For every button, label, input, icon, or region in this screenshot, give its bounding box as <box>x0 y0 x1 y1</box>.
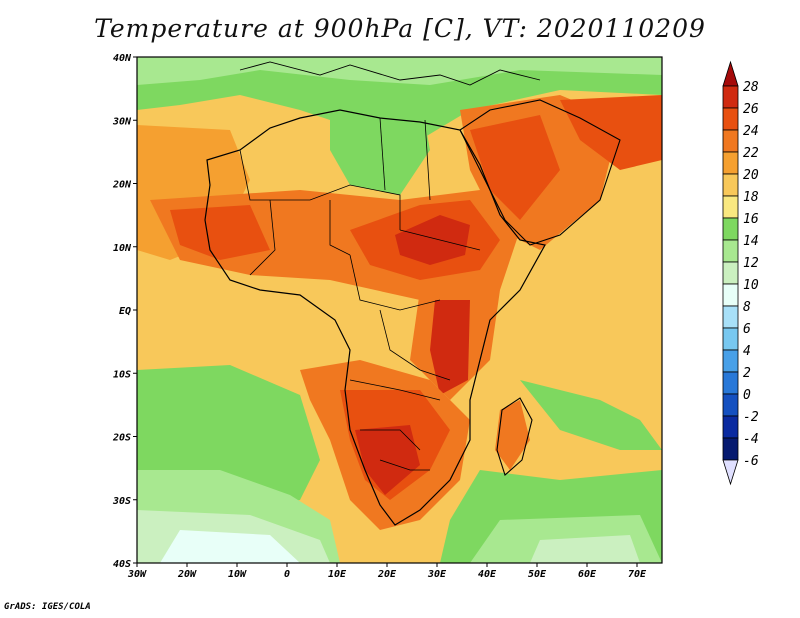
lat-label: 40S <box>113 559 131 570</box>
latitude-axis: 40N 30N 20N 10N EQ 10S 20S 30S 40S <box>112 53 137 570</box>
west-africa-hot-area <box>170 205 270 260</box>
south-indian-cold-area <box>530 535 640 563</box>
colorbar-swatch <box>722 415 739 439</box>
lat-label: 40N <box>113 53 132 64</box>
lat-label: 30N <box>112 116 132 127</box>
colorbar-swatch <box>722 107 739 131</box>
lon-label: 10W <box>228 569 247 580</box>
lat-label: 20S <box>112 433 131 444</box>
lon-label: 70E <box>628 569 647 580</box>
south-colder-area <box>160 530 300 563</box>
lon-label: 40E <box>478 569 497 580</box>
temperature-field <box>137 57 662 563</box>
colorbar-label: 20 <box>743 168 759 183</box>
colorbar-swatch <box>722 305 739 329</box>
colorbar-label: 26 <box>743 102 759 117</box>
colorbar-label: 28 <box>743 80 759 95</box>
arabia-coastline <box>459 99 621 246</box>
colorbar-label: 24 <box>743 124 759 139</box>
colorbar-swatch <box>722 85 739 109</box>
kalahari-hottest-area <box>355 425 420 495</box>
colorbar-label: 0 <box>743 388 751 403</box>
lon-label: 30W <box>127 569 147 580</box>
colorbar-label: 22 <box>743 146 759 161</box>
lon-label: 0 <box>284 569 290 580</box>
lon-label: 10E <box>328 569 347 580</box>
madagascar-coastline <box>496 397 533 476</box>
map-title: Temperature at 900hPa [C], VT: 202011020… <box>94 14 706 43</box>
lon-label: 20E <box>377 569 397 580</box>
colorbar-label: 10 <box>743 278 759 293</box>
lon-label: 50E <box>528 569 547 580</box>
colorbar-swatch <box>722 283 739 307</box>
colorbar-label: -2 <box>743 410 759 425</box>
colorbar-label: 2 <box>743 366 751 381</box>
lon-label: 20W <box>177 569 197 580</box>
colorbar-label: -4 <box>743 432 759 447</box>
colorbar-label: 16 <box>743 212 759 227</box>
colorbar-swatch <box>722 239 739 263</box>
colorbar-swatch <box>722 371 739 395</box>
longitude-axis: 30W 20W 10W 0 10E 20E 30E 40E 50E 60E 70E <box>127 563 647 580</box>
colorbar-label: 4 <box>743 344 751 359</box>
colorbar-swatch <box>722 349 739 373</box>
colorbar-swatch <box>722 173 739 197</box>
europe-coastline <box>239 61 541 86</box>
colorbar-bottom-arrow <box>722 459 739 486</box>
lat-label: EQ <box>119 306 131 317</box>
colorbar-label: 12 <box>743 256 759 271</box>
lon-label: 30E <box>427 569 447 580</box>
lon-label: 60E <box>578 569 597 580</box>
country-borders <box>239 117 481 471</box>
colorbar-swatch <box>722 129 739 153</box>
lat-label: 30S <box>112 496 131 507</box>
iran-hot-area <box>560 95 662 170</box>
rift-hot-area <box>430 300 470 395</box>
colorbar-swatch <box>722 151 739 175</box>
madagascar-warm-area <box>495 400 530 470</box>
colorbar-label: -6 <box>743 454 759 469</box>
colorbar-swatch <box>722 437 739 461</box>
colorbar-swatch <box>722 393 739 417</box>
lat-label: 20N <box>112 180 132 191</box>
colorbar-swatch <box>722 195 739 219</box>
sudan-hottest-area <box>395 215 470 265</box>
indian-cool-tongue <box>520 380 662 450</box>
colorbar-swatch <box>722 327 739 351</box>
colorbar-swatch <box>722 261 739 285</box>
lat-label: 10S <box>113 369 131 380</box>
grads-credit: GrADS: IGES/COLA <box>4 602 91 612</box>
colorbar-label: 18 <box>743 190 759 205</box>
colorbar-top-arrow <box>722 60 739 87</box>
north-cooler-band <box>137 57 662 85</box>
africa-coastline <box>204 109 546 526</box>
arabia-hot-area <box>470 115 560 220</box>
colorbar-swatch <box>722 217 739 241</box>
lat-label: 10N <box>113 243 132 254</box>
colorbar-label: 8 <box>743 300 751 315</box>
colorbar-label: 6 <box>743 322 751 337</box>
colorbar-label: 14 <box>743 234 759 249</box>
